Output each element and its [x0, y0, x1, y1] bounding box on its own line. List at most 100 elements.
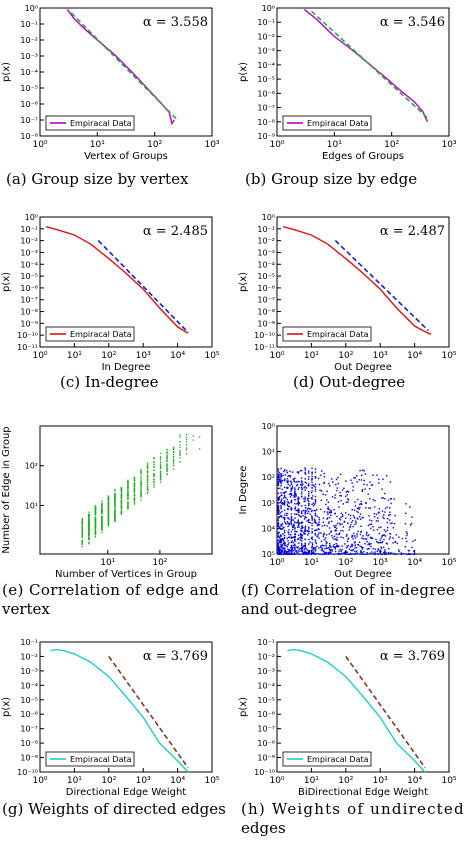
- scatter-point: [280, 500, 282, 502]
- scatter-point: [340, 495, 343, 497]
- y-tick-label: 10⁻⁶: [257, 89, 275, 98]
- scatter-point: [384, 553, 386, 555]
- scatter-point: [309, 513, 311, 515]
- scatter-point: [294, 538, 296, 541]
- scatter-point: [356, 481, 358, 483]
- scatter-point: [282, 474, 284, 477]
- scatter-point: [327, 508, 330, 510]
- scatter-point: [133, 495, 136, 497]
- scatter-point: [295, 509, 297, 512]
- x-tick-label: 10³: [373, 558, 388, 568]
- scatter-point: [368, 515, 370, 517]
- scatter-point: [277, 484, 280, 486]
- scatter-point: [317, 524, 319, 527]
- x-axis-label: Directional Edge Weight: [66, 787, 187, 798]
- empirical-series-line: [50, 648, 189, 773]
- scatter-point: [127, 485, 129, 488]
- scatter-point: [286, 514, 288, 517]
- scatter-point: [411, 516, 413, 518]
- scatter-point: [334, 530, 336, 532]
- scatter-point: [368, 507, 370, 509]
- x-tick-label: 10¹: [304, 351, 319, 361]
- scatter-point: [351, 543, 353, 545]
- scatter-point: [283, 479, 286, 481]
- scatter-point: [159, 452, 162, 455]
- scatter-point: [304, 489, 306, 491]
- scatter-point: [367, 524, 370, 527]
- y-tick-label: 10⁻³: [257, 667, 275, 676]
- y-tick-label: 10⁻⁵: [257, 696, 275, 705]
- scatter-point: [345, 495, 347, 498]
- scatter-point: [318, 537, 320, 539]
- scatter-point: [318, 483, 321, 486]
- scatter-point: [346, 534, 348, 536]
- scatter-point: [354, 537, 357, 539]
- scatter-point: [81, 528, 83, 531]
- scatter-point: [127, 494, 129, 496]
- scatter-point: [287, 487, 289, 489]
- scatter-point: [298, 502, 301, 504]
- scatter-point: [301, 525, 303, 527]
- y-tick-label: 10⁻⁷: [257, 104, 275, 113]
- caption-e-line1: (e) Correlation of edge and: [2, 581, 220, 599]
- scatter-point: [368, 548, 370, 550]
- scatter-point: [294, 499, 296, 501]
- y-tick-label: 10⁻¹: [20, 225, 38, 234]
- scatter-point: [317, 533, 319, 536]
- scatter-point: [277, 513, 280, 515]
- legend-box: [45, 115, 135, 131]
- scatter-point: [370, 484, 373, 486]
- scatter-point: [311, 547, 313, 549]
- scatter-point: [88, 538, 90, 540]
- scatter-point: [283, 517, 286, 520]
- scatter-point: [333, 543, 335, 546]
- scatter-point: [325, 551, 327, 554]
- scatter-point: [359, 506, 361, 509]
- scatter-point: [94, 536, 97, 538]
- scatter-point: [294, 553, 296, 555]
- scatter-point: [133, 500, 136, 502]
- scatter-point: [292, 542, 294, 544]
- scatter-point: [368, 488, 371, 490]
- scatter-point: [314, 498, 317, 501]
- scatter-point: [146, 462, 149, 464]
- scatter-point: [146, 471, 149, 473]
- scatter-point: [101, 505, 103, 507]
- scatter-point: [318, 532, 320, 534]
- scatter-point: [387, 518, 389, 520]
- scatter-point: [379, 551, 381, 554]
- scatter-point: [345, 491, 347, 493]
- scatter-point: [127, 497, 129, 499]
- caption-d: (d) Out-degree: [293, 373, 406, 391]
- scatter-point: [166, 454, 168, 456]
- scatter-point: [296, 538, 299, 540]
- scatter-point: [361, 517, 363, 519]
- scatter-point: [301, 527, 303, 529]
- scatter-point: [301, 547, 303, 549]
- scatter-point: [101, 516, 103, 518]
- scatter-point: [350, 521, 353, 524]
- scatter-point: [346, 545, 348, 548]
- scatter-point: [377, 548, 379, 550]
- legend-box: [282, 751, 372, 767]
- scatter-point: [346, 547, 348, 549]
- scatter-point: [340, 529, 342, 532]
- scatter-point: [301, 534, 303, 537]
- scatter-point: [120, 512, 123, 514]
- scatter-point: [349, 552, 352, 555]
- scatter-point: [107, 514, 110, 516]
- scatter-point: [320, 474, 322, 476]
- x-tick-label: 10⁰: [269, 351, 284, 361]
- caption-f-line1: (f) Correlation of in-degree: [241, 581, 456, 599]
- scatter-point: [306, 508, 309, 510]
- scatter-point: [140, 474, 142, 476]
- scatter-point: [288, 533, 290, 536]
- scatter-point: [297, 472, 300, 474]
- x-axis-label: In Degree: [102, 362, 151, 373]
- scatter-point: [305, 487, 308, 489]
- scatter-point: [359, 551, 362, 553]
- scatter-point: [280, 481, 282, 483]
- scatter-point: [277, 480, 280, 482]
- scatter-point: [320, 546, 322, 548]
- scatter-point: [354, 550, 356, 552]
